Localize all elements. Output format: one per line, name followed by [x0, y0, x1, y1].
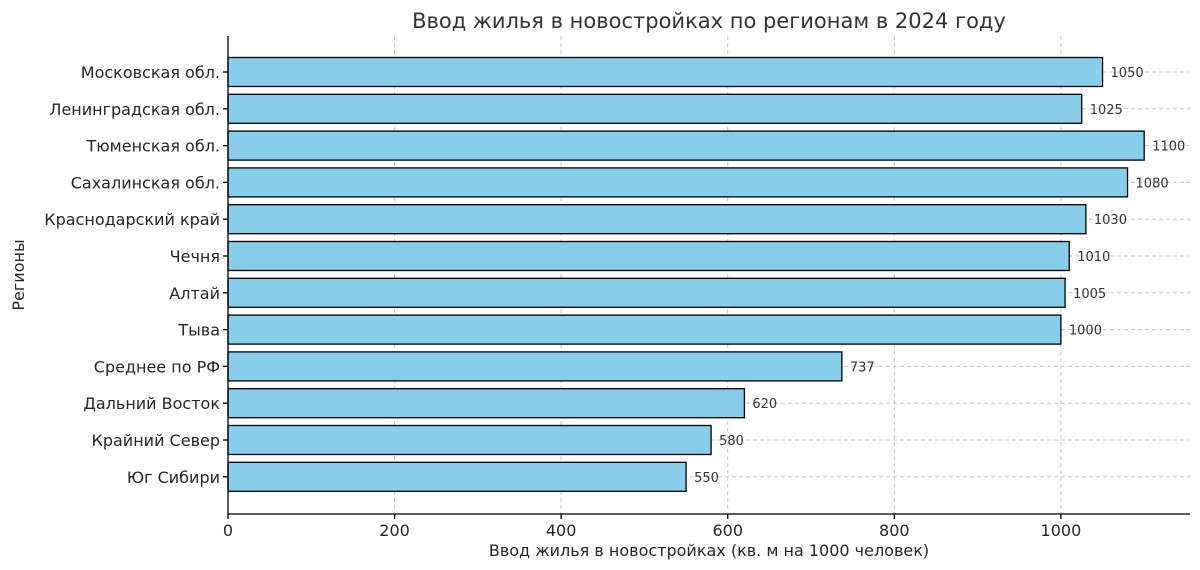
bar: [227, 277, 1066, 308]
x-tick-label: 600: [712, 521, 743, 540]
value-label: 1010: [1077, 250, 1110, 265]
y-axis-label: Регионы: [9, 239, 28, 310]
category-label: Тюменская обл.: [85, 137, 220, 156]
x-tick-label: 1000: [1041, 521, 1082, 540]
category-label: Дальний Восток: [83, 394, 220, 413]
bar: [227, 351, 843, 382]
value-label: 1050: [1111, 66, 1144, 81]
category-label: Крайний Север: [91, 431, 220, 450]
value-label: 1030: [1094, 213, 1127, 228]
value-label: 1000: [1069, 324, 1102, 339]
x-tick-label: 0: [223, 521, 233, 540]
value-label: 620: [752, 397, 777, 412]
value-label: 1025: [1090, 103, 1123, 118]
category-label: Сахалинская обл.: [71, 173, 220, 192]
value-label: 737: [850, 360, 875, 375]
value-label: 1080: [1136, 176, 1169, 191]
x-tick-label: 800: [879, 521, 910, 540]
chart-title: Ввод жилья в новостройках по регионам в …: [412, 9, 1006, 33]
bar: [227, 56, 1104, 88]
x-tick-label: 400: [546, 521, 577, 540]
bar: [227, 93, 1083, 124]
value-label: 580: [719, 434, 744, 449]
x-tick-label: 200: [379, 521, 410, 540]
value-label: 1100: [1152, 140, 1185, 155]
bar: [227, 424, 712, 456]
category-label: Чечня: [170, 247, 220, 266]
category-label: Московская обл.: [81, 63, 220, 82]
category-label: Тыва: [177, 321, 220, 340]
bar: [227, 240, 1070, 272]
labels: 0 200 400 600 800 1000 Московская обл. 1050 Лени…: [44, 63, 1185, 540]
bar: [227, 130, 1145, 161]
bar: [227, 167, 1129, 198]
value-label: 1005: [1073, 287, 1106, 302]
bar: [227, 388, 746, 419]
bar: [227, 314, 1062, 345]
bar: [227, 461, 687, 492]
category-label: Юг Сибири: [127, 468, 220, 487]
x-axis-label: Ввод жилья в новостройках (кв. м на 1000…: [489, 541, 929, 560]
category-label: Ленинградская обл.: [49, 100, 220, 119]
category-label: Краснодарский край: [44, 210, 220, 229]
bar: [227, 204, 1087, 235]
value-label: 550: [694, 471, 719, 486]
bars: [227, 56, 1145, 492]
category-label: Алтай: [169, 284, 220, 303]
category-label: Среднее по РФ: [94, 357, 220, 376]
